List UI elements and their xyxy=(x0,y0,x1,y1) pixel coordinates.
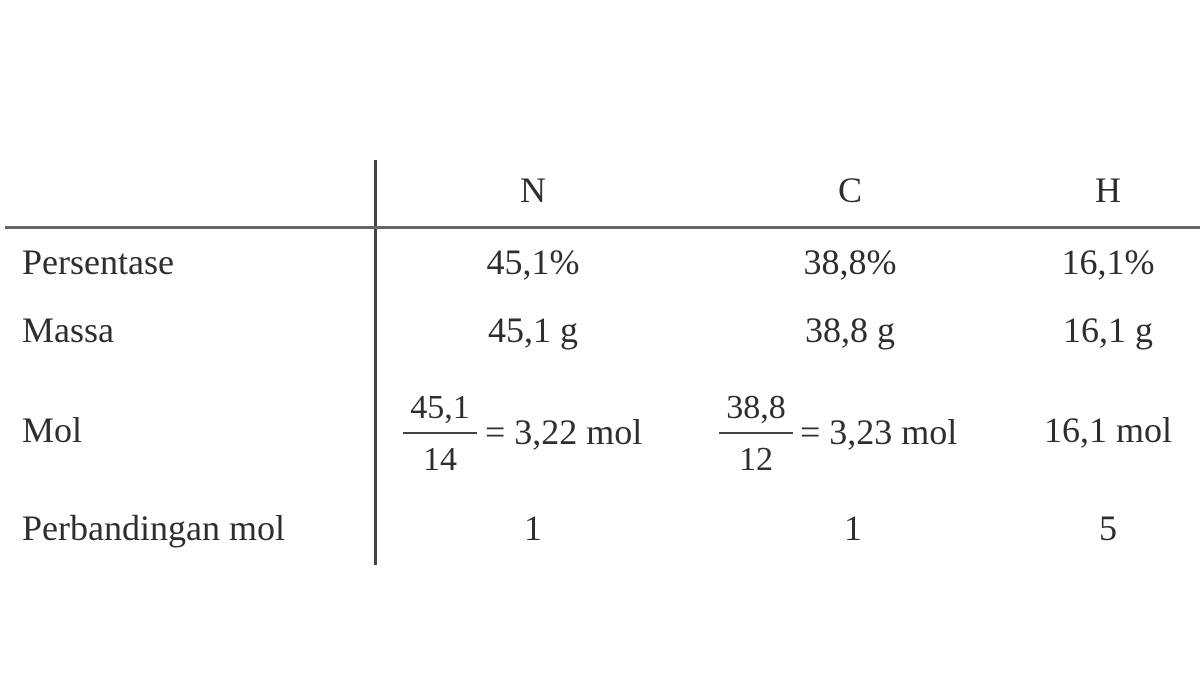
row-label: Mol xyxy=(22,410,83,450)
numerator: 45,1 xyxy=(410,389,470,426)
row-label: Perbandingan mol xyxy=(22,508,285,548)
cell: 5 xyxy=(1099,508,1117,548)
numerator: 38,8 xyxy=(726,389,786,426)
cell: 45,1 g xyxy=(488,310,578,350)
cell: 1 xyxy=(844,508,862,548)
column-header: H xyxy=(1095,170,1121,210)
vertical-rule xyxy=(374,160,377,565)
fraction-bar xyxy=(403,432,477,434)
result: = 3,23 mol xyxy=(800,412,958,452)
fraction-bar xyxy=(719,432,793,434)
cell: 16,1 g xyxy=(1063,310,1153,350)
cell: 38,8% xyxy=(803,242,897,282)
header-rule xyxy=(5,226,1200,229)
column-header: C xyxy=(837,170,863,210)
row-label: Massa xyxy=(22,310,114,350)
cell: 16,1% xyxy=(1061,242,1155,282)
cell: 1 xyxy=(524,508,542,548)
cell: 16,1 mol xyxy=(1043,410,1173,450)
column-header: N xyxy=(520,170,546,210)
result: = 3,22 mol xyxy=(485,412,643,452)
denominator: 14 xyxy=(423,441,457,478)
row-label: Persentase xyxy=(22,242,174,282)
cell: 38,8 g xyxy=(805,310,895,350)
denominator: 12 xyxy=(739,441,773,478)
cell: 45,1% xyxy=(486,242,580,282)
